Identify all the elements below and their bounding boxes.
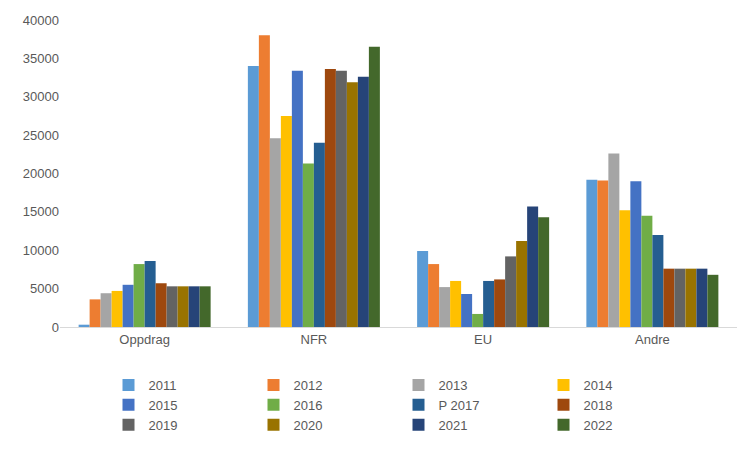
svg-text:40000: 40000 [23, 13, 59, 28]
svg-text:NFR: NFR [301, 332, 328, 347]
svg-text:Andre: Andre [635, 332, 670, 347]
svg-text:2020: 2020 [294, 418, 323, 433]
svg-text:Oppdrag: Oppdrag [119, 332, 170, 347]
svg-text:P 2017: P 2017 [439, 398, 480, 413]
svg-text:10000: 10000 [23, 243, 59, 258]
svg-text:2012: 2012 [294, 378, 323, 393]
svg-text:2014: 2014 [584, 378, 613, 393]
svg-text:2015: 2015 [149, 398, 178, 413]
svg-text:2016: 2016 [294, 398, 323, 413]
svg-text:2019: 2019 [149, 418, 178, 433]
svg-text:5000: 5000 [30, 281, 59, 296]
svg-text:EU: EU [474, 332, 492, 347]
svg-text:2013: 2013 [439, 378, 468, 393]
svg-text:2018: 2018 [584, 398, 613, 413]
svg-text:20000: 20000 [23, 166, 59, 181]
svg-text:2011: 2011 [149, 378, 177, 393]
svg-text:35000: 35000 [23, 51, 59, 66]
svg-text:2022: 2022 [584, 418, 613, 433]
svg-text:25000: 25000 [23, 128, 59, 143]
svg-text:0: 0 [52, 320, 59, 335]
svg-text:15000: 15000 [23, 204, 59, 219]
svg-text:2021: 2021 [439, 418, 468, 433]
svg-text:30000: 30000 [23, 89, 59, 104]
